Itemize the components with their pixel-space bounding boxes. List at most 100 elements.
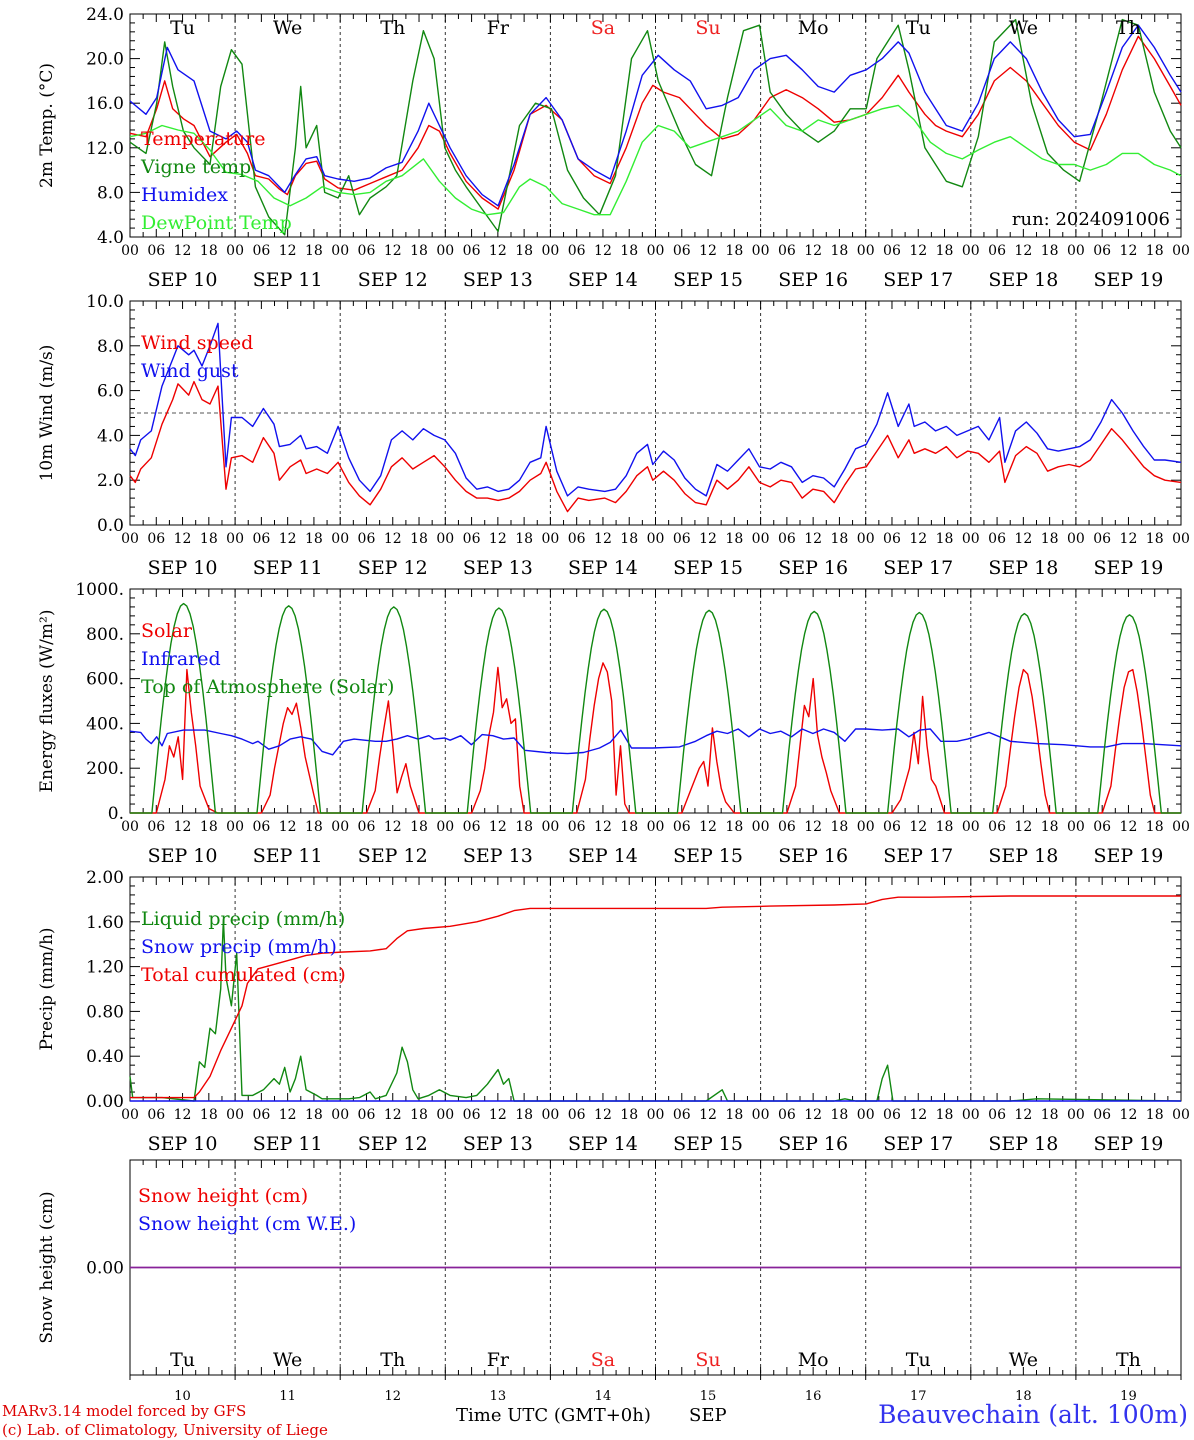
hour-tick-label: 12	[279, 819, 297, 835]
station-name: Beauvechain (alt. 100m)	[878, 1400, 1188, 1429]
date-label: SEP 10	[148, 1133, 218, 1155]
hour-tick-label: 00	[857, 1107, 875, 1123]
hour-tick-label: 18	[1041, 243, 1059, 259]
hour-tick-label: 12	[1014, 243, 1032, 259]
hour-tick-label: 18	[1146, 1107, 1164, 1123]
hour-tick-label: 18	[831, 819, 849, 835]
date-label: SEP 11	[253, 845, 323, 867]
hour-tick-label: 06	[883, 531, 901, 547]
series-humidex	[129, 24, 1182, 207]
hour-tick-label: 12	[804, 819, 822, 835]
series-total-cumulated-cm-	[130, 895, 1181, 1099]
hour-tick-label: 06	[778, 531, 796, 547]
hour-tick-label: 06	[358, 819, 376, 835]
hour-tick-label: 00	[541, 819, 559, 835]
y-tick-label: 0.80	[86, 1002, 124, 1022]
weekday-label-bottom: Su	[695, 1349, 720, 1371]
legend-entry: Humidex	[141, 184, 228, 206]
hour-tick-label: 00	[1067, 243, 1085, 259]
hour-tick-label: 00	[962, 243, 980, 259]
legend-entry: Wind gust	[141, 360, 239, 382]
weekday-label-top: Th	[1116, 17, 1141, 39]
series-temperature	[129, 35, 1182, 210]
hour-tick-label: 12	[1120, 243, 1138, 259]
date-label: SEP 17	[883, 269, 953, 291]
y-axis-title: 2m Temp. (°C)	[37, 63, 57, 188]
weekday-label-top: Fr	[487, 17, 510, 39]
hour-tick-label: 12	[279, 531, 297, 547]
hour-tick-label: 00	[647, 819, 665, 835]
weekday-label-top: Su	[695, 17, 720, 39]
y-tick-label: 4.0	[97, 426, 124, 446]
hour-tick-label: 00	[436, 819, 454, 835]
weekday-label-top: We	[1009, 17, 1038, 39]
panel-frame	[129, 588, 1182, 814]
hour-tick-label: 06	[883, 819, 901, 835]
y-tick-label: 8.0	[97, 183, 124, 203]
hour-tick-label: 06	[673, 243, 691, 259]
day-number-label: 19	[1120, 1389, 1137, 1404]
day-number-label: 17	[910, 1389, 927, 1404]
y-tick-label: 1.20	[86, 958, 124, 978]
hour-tick-label: 06	[883, 1107, 901, 1123]
hour-tick-label: 00	[647, 243, 665, 259]
hour-tick-label: 00	[121, 819, 139, 835]
y-tick-label: 1000.	[75, 580, 124, 600]
hour-tick-label: 06	[988, 1107, 1006, 1123]
panel-precip: 0.00 0.40 0.80 1.20 1.60 2.00 Precip (mm/h) 00 0…	[37, 868, 1190, 1155]
run-label: run: 2024091006	[1011, 209, 1170, 230]
hour-tick-label: 00	[226, 819, 244, 835]
date-label: SEP 14	[568, 845, 638, 867]
legend-entry: Total cumulated (cm)	[141, 964, 346, 986]
hour-tick-label: 00	[436, 1107, 454, 1123]
hour-tick-label: 18	[1041, 1107, 1059, 1123]
date-label: SEP 18	[988, 557, 1058, 579]
date-label: SEP 15	[673, 845, 743, 867]
panel-frame	[129, 13, 1182, 238]
date-label: SEP 11	[253, 269, 323, 291]
hour-tick-label: 06	[568, 243, 586, 259]
hour-tick-label: 18	[1146, 531, 1164, 547]
date-label: SEP 19	[1094, 845, 1164, 867]
hour-tick-label: 00	[962, 1107, 980, 1123]
series-wind-speed	[129, 380, 1182, 513]
date-label: SEP 19	[1094, 1133, 1164, 1155]
y-tick-label: 24.0	[86, 5, 124, 25]
hour-tick-label: 18	[305, 531, 323, 547]
legend-entry: Wind speed	[141, 332, 253, 354]
hour-tick-label: 06	[778, 819, 796, 835]
y-tick-label: 6.0	[97, 382, 124, 402]
weekday-label-top: Tu	[170, 17, 195, 39]
hour-tick-label: 06	[988, 531, 1006, 547]
hour-tick-label: 00	[121, 1107, 139, 1123]
hour-tick-label: 18	[1041, 819, 1059, 835]
y-tick-label: 0.00	[86, 1092, 124, 1112]
hour-tick-label: 06	[252, 243, 270, 259]
date-label: SEP 12	[358, 557, 428, 579]
date-label: SEP 11	[253, 1133, 323, 1155]
panel-energy: 0. 200. 400. 600. 800. 1000. Energy fluxes (W/…	[37, 580, 1190, 867]
hour-tick-label: 00	[331, 1107, 349, 1123]
hour-tick-label: 06	[1093, 1107, 1111, 1123]
hour-tick-label: 18	[725, 243, 743, 259]
date-label: SEP 19	[1094, 557, 1164, 579]
series-wind-gust	[129, 322, 1182, 497]
y-tick-label: 12.0	[86, 139, 124, 159]
hour-tick-label: 12	[594, 819, 612, 835]
hour-tick-label: 18	[1041, 531, 1059, 547]
date-label: SEP 16	[778, 269, 848, 291]
y-tick-label: 400.	[86, 714, 124, 734]
panel-temp: 4.0 8.0 12.0 16.0 20.0 24.0 2m Temp. (°C) 00 06 1…	[37, 5, 1190, 291]
hour-tick-label: 06	[358, 1107, 376, 1123]
hour-tick-label: 00	[752, 531, 770, 547]
hour-tick-label: 06	[147, 243, 165, 259]
y-tick-label: 4.0	[97, 228, 124, 248]
date-label: SEP 11	[253, 557, 323, 579]
hour-tick-label: 18	[200, 243, 218, 259]
hour-tick-label: 00	[226, 243, 244, 259]
date-label: SEP 15	[673, 1133, 743, 1155]
hour-tick-label: 12	[489, 531, 507, 547]
date-label: SEP 10	[148, 269, 218, 291]
hour-tick-label: 06	[358, 243, 376, 259]
